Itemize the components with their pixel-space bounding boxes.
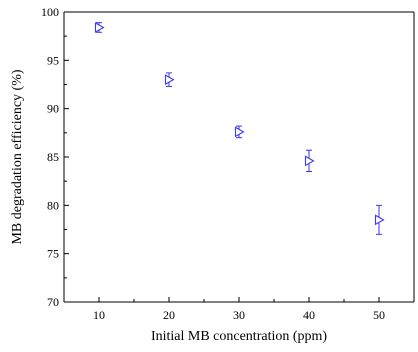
plot-frame bbox=[63, 11, 415, 303]
y-axis-ticks: 70 75 80 85 90 95 100 bbox=[41, 5, 69, 309]
x-tick-label-30: 30 bbox=[233, 308, 245, 322]
y-tick-label-85: 85 bbox=[47, 150, 59, 164]
data-points bbox=[94, 22, 385, 235]
data-point-30 bbox=[234, 125, 245, 139]
data-point-50 bbox=[374, 204, 385, 235]
y-axis-label: MB degradation efficiency (%) bbox=[10, 69, 25, 244]
triangle-marker bbox=[234, 126, 245, 138]
data-point-40 bbox=[304, 149, 315, 172]
y-tick-label-100: 100 bbox=[41, 5, 59, 19]
x-tick-label-10: 10 bbox=[93, 308, 105, 322]
data-point-10 bbox=[94, 22, 105, 33]
triangle-marker bbox=[164, 74, 175, 86]
triangle-marker bbox=[374, 214, 385, 226]
x-tick-label-50: 50 bbox=[373, 308, 385, 322]
x-axis-label: Initial MB concentration (ppm) bbox=[151, 329, 327, 344]
triangle-marker bbox=[304, 155, 315, 167]
triangle-marker bbox=[94, 22, 105, 33]
y-tick-label-70: 70 bbox=[47, 295, 59, 309]
y-tick-label-90: 90 bbox=[47, 102, 59, 116]
data-point-20 bbox=[164, 72, 175, 87]
x-axis-ticks: 10 20 30 40 50 bbox=[63, 297, 385, 322]
y-tick-label-75: 75 bbox=[47, 247, 59, 261]
y-tick-label-80: 80 bbox=[47, 198, 59, 212]
y-tick-label-95: 95 bbox=[47, 53, 59, 67]
x-tick-label-40: 40 bbox=[303, 308, 315, 322]
x-tick-label-20: 20 bbox=[163, 308, 175, 322]
